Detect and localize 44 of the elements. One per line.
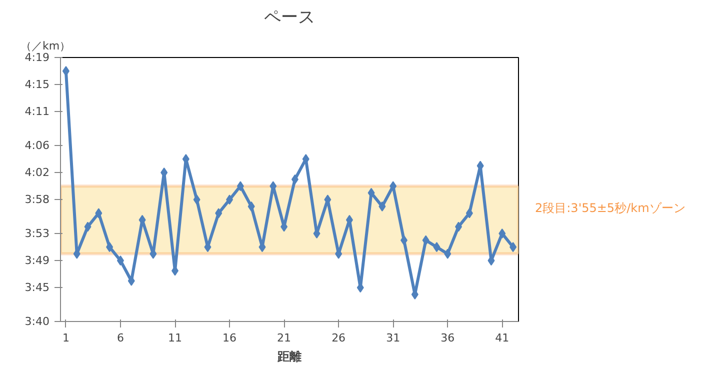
- point: [215, 208, 222, 218]
- point: [226, 194, 234, 205]
- x-tick-label: 1: [62, 332, 70, 344]
- chart-title: ペース: [264, 8, 315, 28]
- point: [498, 228, 506, 238]
- point: [444, 248, 452, 259]
- x-tick-label: 11: [168, 332, 182, 344]
- point: [193, 194, 200, 205]
- x-tick-label: 36: [440, 332, 455, 344]
- point: [378, 201, 386, 212]
- band-label: 2段目:3'55±5秒/kmゾーン: [535, 200, 686, 217]
- point: [84, 222, 92, 232]
- x-tick-label: 41: [495, 332, 510, 344]
- x-tick-label: 26: [332, 332, 346, 344]
- y-tick-label: 3:40: [24, 315, 50, 328]
- point: [510, 242, 517, 252]
- point: [466, 208, 473, 218]
- y-tick-label: 4:06: [24, 139, 50, 152]
- x-tick-label: 16: [222, 332, 237, 344]
- y-tick-label: 4:15: [24, 78, 50, 92]
- y-tick-label: 3:45: [24, 281, 50, 294]
- point: [62, 66, 70, 76]
- point: [368, 188, 375, 198]
- x-tick-label: 31: [386, 332, 400, 344]
- point: [291, 174, 298, 184]
- y-axis-title: （／km）: [20, 40, 71, 52]
- point: [116, 256, 124, 266]
- y-tick-label: 4:11: [24, 105, 50, 118]
- y-tick-label: 3:53: [24, 227, 50, 240]
- y-tick-label: 3:58: [24, 193, 50, 206]
- x-tick-label: 6: [116, 332, 124, 344]
- y-tick-label: 4:19: [24, 51, 50, 64]
- point: [455, 222, 462, 232]
- point: [248, 201, 255, 212]
- point: [433, 242, 440, 252]
- point: [106, 242, 114, 252]
- x-tick-label: 21: [277, 332, 292, 344]
- point: [95, 208, 102, 218]
- y-tick-label: 3:49: [24, 254, 50, 268]
- point: [236, 181, 244, 192]
- point: [422, 235, 430, 246]
- x-axis-title: 距離: [276, 350, 302, 364]
- y-tick-label: 4:02: [24, 166, 50, 180]
- point: [128, 276, 135, 286]
